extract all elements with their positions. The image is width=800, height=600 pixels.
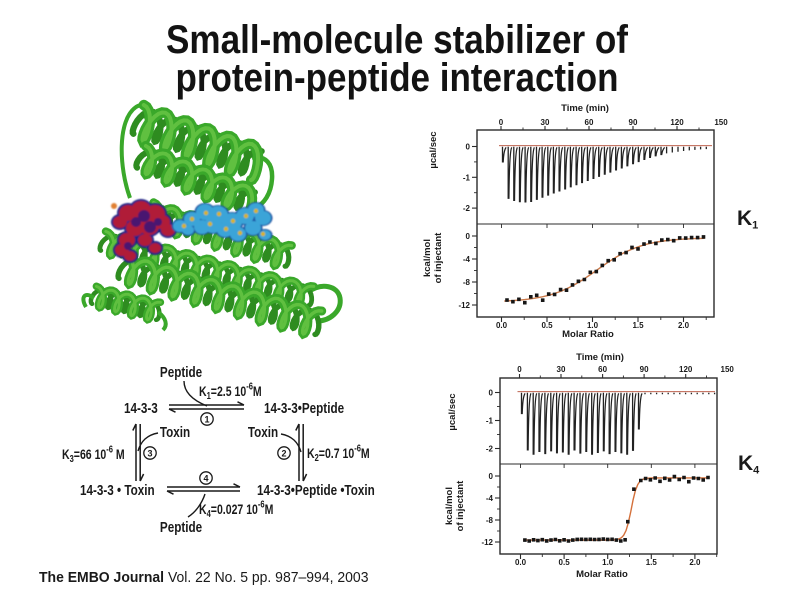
- svg-text:Peptide: Peptide: [160, 364, 203, 381]
- svg-text:90: 90: [629, 118, 638, 127]
- svg-text:-12: -12: [458, 301, 470, 310]
- svg-text:150: 150: [721, 365, 735, 374]
- svg-text:-4: -4: [463, 255, 471, 264]
- svg-text:-2: -2: [463, 204, 471, 213]
- svg-text:K3=66 10-6 M: K3=66 10-6 M: [62, 444, 125, 465]
- svg-text:Molar Ratio: Molar Ratio: [576, 569, 628, 580]
- svg-text:Molar Ratio: Molar Ratio: [562, 329, 614, 340]
- svg-text:1.0: 1.0: [587, 321, 599, 330]
- svg-text:The EMBO Journal Vol. 22 No. 5: The EMBO Journal Vol. 22 No. 5 pp. 987–9…: [39, 570, 369, 586]
- svg-text:120: 120: [670, 118, 684, 127]
- svg-text:-1: -1: [463, 173, 471, 182]
- svg-text:2: 2: [281, 448, 286, 458]
- svg-text:1.5: 1.5: [646, 558, 658, 567]
- svg-text:30: 30: [557, 365, 566, 374]
- svg-text:90: 90: [640, 365, 649, 374]
- svg-text:Toxin: Toxin: [160, 424, 190, 441]
- svg-text:14-3-3•Peptide: 14-3-3•Peptide: [264, 400, 345, 417]
- svg-text:K4: K4: [738, 452, 760, 477]
- svg-text:3: 3: [147, 448, 152, 458]
- svg-text:150: 150: [714, 118, 728, 127]
- svg-text:4: 4: [203, 473, 208, 483]
- svg-text:Time (min): Time (min): [561, 103, 609, 114]
- svg-text:0: 0: [517, 365, 522, 374]
- svg-text:K1: K1: [737, 207, 758, 232]
- svg-text:K2=0.7 10-6M: K2=0.7 10-6M: [307, 443, 370, 464]
- svg-text:Peptide: Peptide: [160, 519, 203, 536]
- svg-text:0: 0: [489, 389, 494, 398]
- svg-text:1: 1: [204, 414, 209, 424]
- svg-text:60: 60: [585, 118, 594, 127]
- svg-text:60: 60: [598, 365, 607, 374]
- svg-text:1.5: 1.5: [632, 321, 644, 330]
- svg-text:0: 0: [466, 143, 471, 152]
- svg-text:0.5: 0.5: [559, 558, 571, 567]
- svg-text:protein-peptide interaction: protein-peptide interaction: [176, 56, 619, 100]
- svg-text:1.0: 1.0: [602, 558, 614, 567]
- svg-text:0.5: 0.5: [541, 321, 553, 330]
- svg-text:0: 0: [499, 118, 504, 127]
- svg-text:Small-molecule stabilizer of: Small-molecule stabilizer of: [166, 18, 629, 62]
- svg-text:14-3-3 • Toxin: 14-3-3 • Toxin: [80, 482, 155, 499]
- svg-text:14-3-3•Peptide •Toxin: 14-3-3•Peptide •Toxin: [257, 482, 375, 499]
- svg-text:0.0: 0.0: [515, 558, 527, 567]
- svg-text:120: 120: [679, 365, 693, 374]
- svg-text:30: 30: [541, 118, 550, 127]
- svg-text:K1=2.5 10-6M: K1=2.5 10-6M: [199, 381, 262, 402]
- svg-text:2.0: 2.0: [689, 558, 701, 567]
- svg-text:K4=0.027 10-6M: K4=0.027 10-6M: [199, 499, 273, 520]
- svg-text:0: 0: [489, 472, 494, 481]
- svg-text:0: 0: [466, 232, 471, 241]
- svg-text:-2: -2: [486, 445, 494, 454]
- svg-text:-4: -4: [486, 494, 494, 503]
- svg-text:14-3-3: 14-3-3: [124, 400, 158, 417]
- svg-text:kcal/mol: kcal/mol: [444, 487, 455, 525]
- svg-text:2.0: 2.0: [678, 321, 690, 330]
- svg-text:Toxin: Toxin: [248, 424, 278, 441]
- svg-text:-8: -8: [463, 278, 471, 287]
- svg-text:-8: -8: [486, 516, 494, 525]
- svg-text:kcal/mol: kcal/mol: [422, 239, 433, 277]
- svg-text:-12: -12: [481, 538, 493, 547]
- svg-text:of injectant: of injectant: [455, 480, 466, 532]
- svg-text:Time (min): Time (min): [576, 352, 624, 363]
- svg-text:of injectant: of injectant: [433, 232, 444, 284]
- svg-text:0.0: 0.0: [496, 321, 508, 330]
- svg-text:µcal/sec: µcal/sec: [447, 393, 458, 430]
- svg-text:µcal/sec: µcal/sec: [428, 131, 439, 168]
- svg-text:-1: -1: [486, 417, 494, 426]
